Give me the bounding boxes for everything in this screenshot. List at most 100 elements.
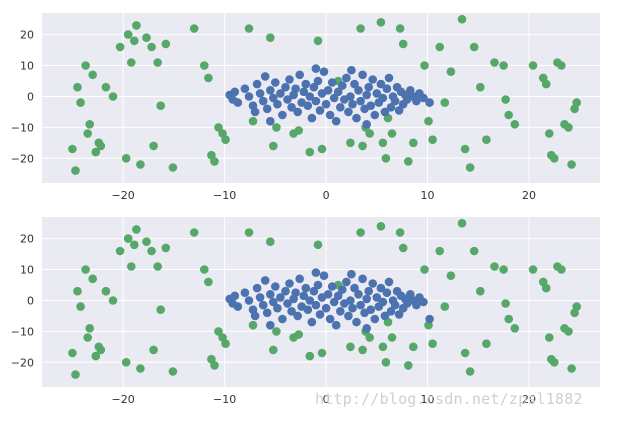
scatter-point	[266, 116, 275, 126]
scatter-point	[230, 87, 240, 97]
scatter-point	[567, 160, 576, 169]
x-tick-label: 20	[522, 189, 536, 202]
scatter-point	[273, 99, 282, 109]
scatter-point	[409, 342, 418, 352]
scatter-point	[305, 296, 315, 305]
scatter-point	[266, 237, 275, 246]
scatter-point	[289, 129, 298, 138]
scatter-point	[381, 154, 391, 163]
scatter-point	[287, 103, 296, 112]
scatter-point	[364, 82, 374, 92]
scatter-point	[476, 82, 485, 92]
scatter-point	[381, 358, 391, 367]
scatter-point	[269, 141, 278, 151]
scatter-point	[541, 283, 551, 293]
scatter-point	[528, 265, 538, 274]
scatter-point	[327, 78, 337, 87]
scatter-point	[366, 101, 376, 110]
scatter-point	[346, 92, 355, 101]
scatter-point	[315, 106, 325, 115]
x-tick-label: −20	[112, 393, 135, 406]
scatter-point	[395, 24, 405, 33]
scatter-point	[395, 228, 405, 237]
scatter-point	[108, 92, 118, 101]
scatter-point	[329, 93, 339, 103]
scatter-point	[376, 79, 386, 89]
scatter-point	[545, 333, 554, 342]
scatter-point	[214, 123, 223, 132]
scatter-point	[490, 262, 499, 271]
scatter-point	[490, 58, 499, 67]
scatter-point	[289, 333, 298, 342]
scatter-point	[333, 291, 343, 301]
scatter-point	[325, 314, 335, 324]
scatter-point	[352, 317, 361, 327]
scatter-point	[386, 103, 396, 112]
scatter-point	[311, 268, 321, 277]
scatter-point	[136, 160, 145, 169]
scatter-point	[136, 364, 145, 373]
scatter-point	[323, 290, 333, 299]
scatter-point	[240, 288, 250, 298]
scatter-point	[394, 310, 404, 319]
scatter-point	[153, 262, 162, 271]
scatter-point	[273, 303, 282, 313]
scatter-point	[331, 116, 341, 126]
scatter-point	[309, 286, 319, 296]
y-tick-label: 10	[20, 60, 34, 73]
scatter-point	[382, 288, 392, 298]
scatter-point	[258, 300, 268, 310]
scatter-point	[424, 116, 433, 126]
scatter-point	[83, 333, 92, 342]
scatter-point	[510, 120, 520, 129]
scatter-point	[132, 21, 141, 30]
scatter-point	[501, 95, 510, 104]
scatter-point	[142, 237, 151, 246]
scatter-point	[425, 314, 434, 324]
scatter-point	[299, 87, 309, 97]
scatter-point	[88, 274, 97, 284]
scatter-point	[266, 290, 275, 299]
scatter-point	[435, 246, 445, 256]
scatter-point	[221, 339, 230, 349]
scatter-point	[81, 61, 90, 70]
scatter-point	[262, 308, 272, 318]
y-tick-label: 10	[20, 264, 34, 277]
scatter-point	[83, 129, 92, 138]
scatter-point	[204, 277, 213, 287]
scatter-point	[123, 30, 133, 39]
scatter-point	[317, 348, 327, 358]
subplot-2: −20 −10 0 10 20 −20 −10 0 10 20	[11, 217, 600, 406]
scatter-point	[557, 61, 566, 70]
scatter-point	[240, 84, 250, 93]
scatter-point	[293, 311, 303, 321]
scatter-point	[121, 358, 131, 367]
scatter-point	[301, 79, 311, 89]
scatter-point	[446, 67, 456, 76]
scatter-point	[356, 300, 365, 310]
scatter-point	[398, 39, 408, 49]
scatter-point	[336, 307, 345, 316]
scatter-point	[338, 285, 347, 294]
scatter-point	[567, 364, 576, 373]
x-tick-label: 10	[421, 393, 435, 406]
scatter-point	[378, 297, 388, 307]
scatter-point	[244, 92, 254, 101]
scatter-point	[469, 42, 479, 52]
scatter-point	[528, 61, 538, 70]
scatter-point	[121, 154, 131, 163]
scatter-point	[115, 246, 125, 256]
scatter-point	[248, 116, 258, 126]
scatter-point	[73, 286, 82, 296]
scatter-point	[153, 58, 162, 67]
scatter-point	[214, 327, 223, 336]
scatter-point	[368, 279, 378, 288]
scatter-point	[476, 286, 485, 296]
scatter-point	[384, 277, 394, 287]
scatter-point	[76, 302, 85, 311]
scatter-point	[390, 96, 400, 106]
scatter-point	[435, 42, 445, 52]
scatter-point	[348, 99, 357, 109]
scatter-point	[149, 345, 158, 355]
scatter-point	[550, 358, 559, 367]
